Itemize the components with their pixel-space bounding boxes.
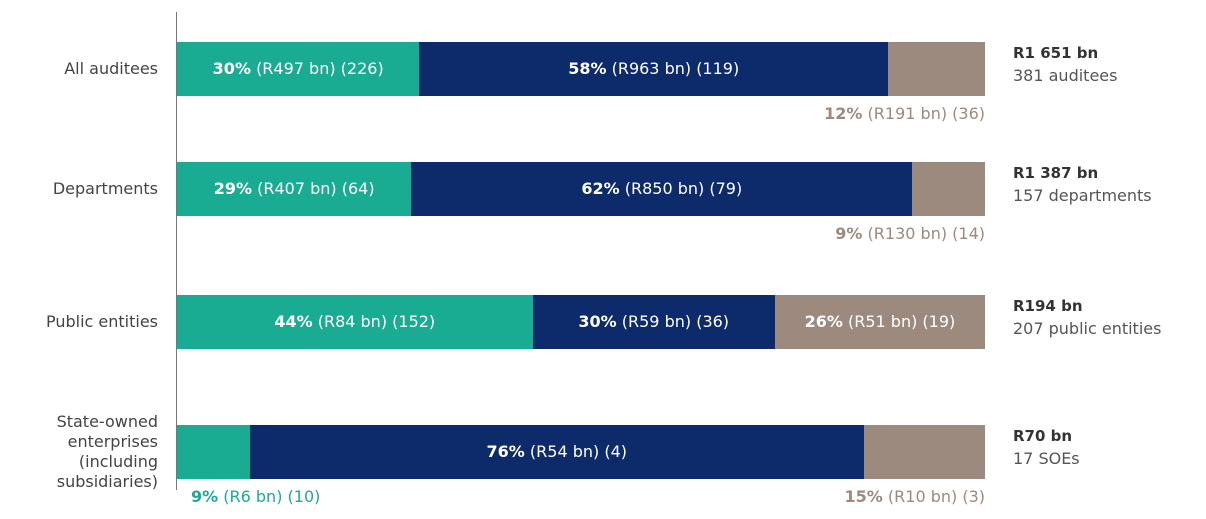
detail-label: (R59 bn) (36) [621, 312, 730, 331]
value-label: 58% [568, 59, 607, 78]
bar-segment [177, 295, 533, 349]
data-label: 9% (R6 bn) (10) [191, 487, 320, 507]
category-label: Departments [52, 179, 158, 198]
bar-segment [888, 42, 985, 96]
bar-segment [532, 295, 775, 349]
bar-segment [177, 425, 250, 479]
bar-segment [774, 295, 985, 349]
data-label: 15% (R10 bn) (3) [845, 487, 985, 507]
value-label: 12% [824, 104, 863, 123]
category-label: State-owned enterprises (including subsi… [56, 412, 158, 491]
data-label: 30% (R497 bn) (226) [177, 59, 419, 79]
bar-segment [177, 162, 412, 216]
data-label: 76% (R54 bn) (4) [250, 442, 864, 462]
detail-label: (R963 bn) (119) [611, 59, 740, 78]
data-label: 26% (R51 bn) (19) [775, 312, 985, 332]
note-label: 381 auditees [1013, 66, 1118, 85]
detail-label: (R10 bn) (3) [887, 487, 985, 506]
detail-label: (R84 bn) (152) [317, 312, 436, 331]
value-label: 26% [804, 312, 843, 331]
data-label: 12% (R191 bn) (36) [824, 104, 985, 124]
value-label: 76% [486, 442, 525, 461]
detail-label: (R191 bn) (36) [867, 104, 985, 123]
bar-segment [177, 42, 420, 96]
value-label: 44% [274, 312, 313, 331]
total-label: R1 387 bn [1013, 164, 1099, 182]
data-label: 29% (R407 bn) (64) [177, 179, 411, 199]
data-label: 58% (R963 bn) (119) [419, 59, 888, 79]
value-label: 15% [844, 487, 883, 506]
axis-line [176, 12, 177, 490]
value-label: 29% [213, 179, 253, 198]
detail-label: (R850 bn) (79) [624, 179, 743, 198]
bar-segment [863, 425, 985, 479]
detail-label: (R407 bn) (64) [257, 179, 375, 198]
detail-label: (R6 bn) (10) [223, 487, 321, 506]
bar-segment [912, 162, 985, 216]
total-label: R194 bn [1013, 297, 1083, 315]
value-label: 30% [578, 312, 617, 331]
note-label: 207 public entities [1013, 319, 1162, 338]
chart: All auditees 30% (R497 bn) (226) 58% (R963… [45, 12, 1162, 507]
detail-label: (R497 bn) (226) [256, 59, 384, 78]
category-label: Public entities [45, 312, 158, 331]
value-label: 9% [191, 487, 219, 506]
bar-segment [249, 425, 864, 479]
data-label: 62% (R850 bn) (79) [411, 179, 912, 199]
data-label: 44% (R84 bn) (152) [177, 312, 533, 332]
category-label: All auditees [64, 59, 158, 78]
total-label: R70 bn [1013, 427, 1073, 445]
value-label: 62% [581, 179, 620, 198]
detail-label: (R51 bn) (19) [848, 312, 956, 331]
detail-label: (R54 bn) (4) [529, 442, 627, 461]
detail-label: (R130 bn) (14) [867, 224, 985, 243]
note-label: 157 departments [1013, 186, 1152, 205]
value-label: 9% [835, 224, 863, 243]
value-label: 30% [212, 59, 251, 78]
total-label: R1 651 bn [1013, 44, 1099, 62]
note-label: 17 SOEs [1013, 449, 1080, 468]
bar-segment [411, 162, 913, 216]
bar-segment [419, 42, 889, 96]
data-label: 30% (R59 bn) (36) [533, 312, 775, 332]
data-label: 9% (R130 bn) (14) [835, 224, 985, 244]
